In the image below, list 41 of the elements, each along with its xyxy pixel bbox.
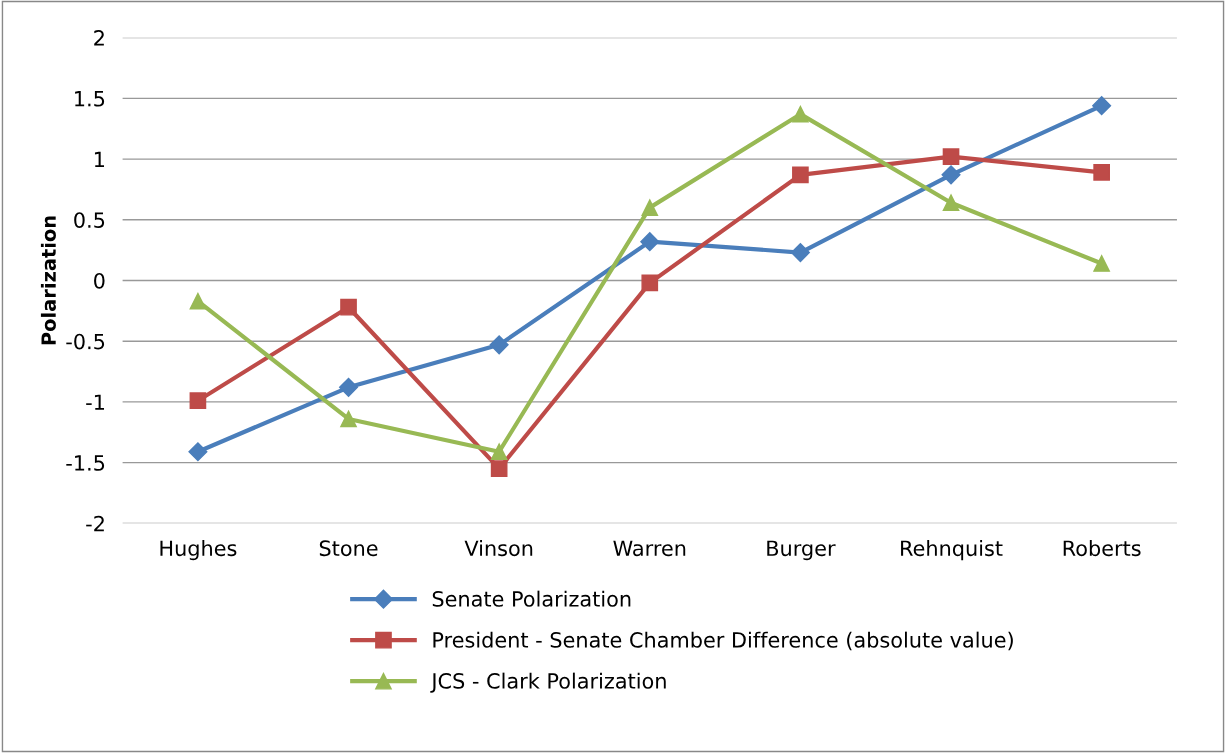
y-axis-title: Polarization xyxy=(40,216,56,345)
point xyxy=(792,105,809,123)
point xyxy=(490,460,508,478)
x-tick-label: Rehnquist xyxy=(901,540,1003,561)
x-tick-label: Hughes xyxy=(160,540,237,561)
point xyxy=(942,148,960,165)
y-tick-label: 2 xyxy=(94,30,104,46)
y-tick-label: -1 xyxy=(86,394,105,410)
y-tick-label: 1.5 xyxy=(75,91,105,107)
y-tick-label: 1 xyxy=(94,151,105,167)
point xyxy=(189,392,207,410)
point xyxy=(790,243,810,263)
point xyxy=(942,194,960,212)
point xyxy=(641,274,659,292)
legend-label: Senate Polarization xyxy=(432,590,631,607)
point xyxy=(792,166,809,184)
point xyxy=(1092,96,1112,116)
point xyxy=(1093,255,1110,272)
point xyxy=(489,335,509,355)
point xyxy=(340,298,357,316)
point xyxy=(339,377,359,397)
x-tick-label: Stone xyxy=(319,540,378,557)
x-tick-label: Vinson xyxy=(464,540,533,557)
point xyxy=(640,232,660,252)
x-tick-label: Burger xyxy=(767,540,836,561)
point xyxy=(490,443,508,461)
x-tick-label: Roberts xyxy=(1063,540,1141,557)
y-tick-label: -0.5 xyxy=(66,333,105,350)
point xyxy=(1093,164,1110,181)
point xyxy=(188,442,208,462)
y-tick-label: 0.5 xyxy=(74,212,105,228)
legend-label: President - Senate Chamber Difference (absolute value) xyxy=(433,631,1013,651)
y-tick-label: -1.5 xyxy=(66,455,105,471)
y-tick-label: -2 xyxy=(86,515,104,532)
point xyxy=(641,199,659,216)
legend-label: JCS - Clark Polarization xyxy=(430,672,666,693)
point xyxy=(941,165,961,185)
x-tick-label: Warren xyxy=(613,540,686,557)
point xyxy=(340,410,357,428)
y-tick-label: 0 xyxy=(94,272,105,289)
point xyxy=(189,292,207,310)
